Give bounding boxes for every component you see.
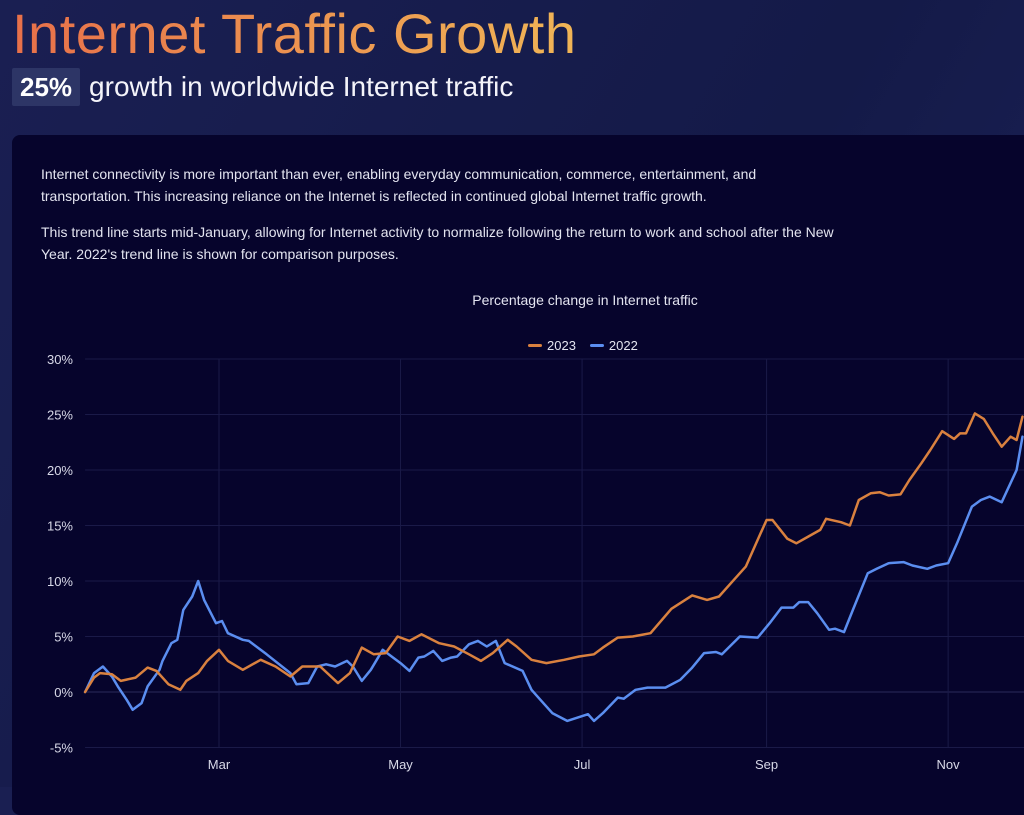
trend-paragraph: This trend line starts mid-January, allo… bbox=[41, 224, 834, 262]
y-tick-label: 30% bbox=[47, 352, 73, 367]
y-tick-label: 20% bbox=[47, 463, 73, 478]
intro-paragraph: Internet connectivity is more important … bbox=[41, 166, 757, 204]
chart-legend: 2023 2022 bbox=[528, 338, 638, 353]
legend-swatch-2023 bbox=[528, 344, 542, 347]
legend-item-2022[interactable]: 2022 bbox=[589, 338, 638, 353]
x-tick-label: May bbox=[388, 757, 413, 772]
legend-swatch-2022 bbox=[589, 344, 604, 347]
headline-subtitle: growth in worldwide Internet traffic bbox=[89, 71, 514, 102]
x-tick-label: Mar bbox=[208, 757, 231, 772]
legend-label-2023: 2023 bbox=[547, 338, 576, 353]
page-title: Internet Traffic Growth bbox=[12, 0, 576, 68]
x-tick-label: Jul bbox=[574, 757, 591, 772]
legend-item-2023[interactable]: 2023 bbox=[528, 338, 576, 353]
content-panel bbox=[12, 135, 1024, 815]
series-line-2022 bbox=[83, 435, 1024, 723]
y-tick-label: 25% bbox=[47, 408, 73, 423]
series-line-2023 bbox=[83, 412, 1024, 694]
y-tick-label: -5% bbox=[50, 741, 74, 756]
y-tick-label: 5% bbox=[54, 630, 73, 645]
growth-badge: 25% bbox=[12, 68, 81, 106]
headline-stat: 25% growth in worldwide Internet traffic bbox=[12, 68, 513, 106]
y-tick-label: 0% bbox=[54, 685, 73, 700]
y-tick-label: 10% bbox=[47, 574, 73, 589]
chart-title: Percentage change in Internet traffic bbox=[472, 292, 698, 308]
x-tick-label: Sep bbox=[755, 757, 778, 772]
line-chart: -5% 0% 5% 10% 15% 20% 25% 30% Mar May Jul Sep Nov bbox=[47, 352, 1024, 772]
y-tick-label: 15% bbox=[47, 519, 73, 534]
legend-label-2022: 2022 bbox=[608, 338, 638, 353]
x-tick-label: Nov bbox=[937, 757, 961, 772]
